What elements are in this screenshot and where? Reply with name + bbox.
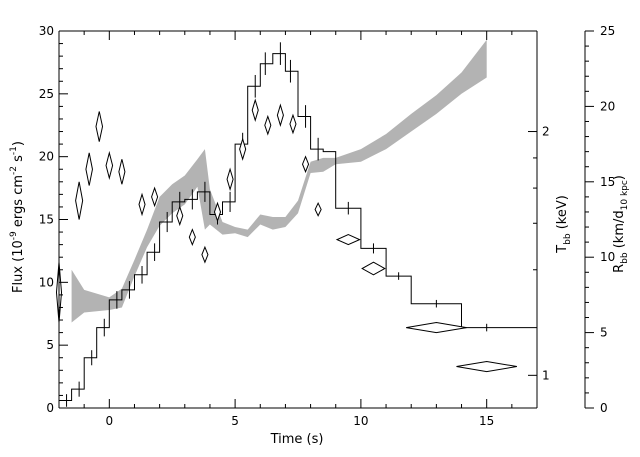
left-y-tick-label: 0 [46,401,54,415]
temperature-point [188,228,196,246]
left-y-tick-label: 5 [46,338,54,352]
x-tick-label: 10 [353,414,368,428]
left-y-tick-label: 15 [39,213,54,227]
flux-histogram-layer [59,42,537,407]
temperature-point [335,234,361,246]
temperature-point [276,103,284,127]
temperature-point [138,192,146,217]
radius-band [71,39,487,323]
right-inner-y-axis-label: Tbb (keV) [555,195,573,254]
temperature-point [95,111,104,142]
left-y-tick-label: 30 [39,24,54,38]
right-inner-tick-label: 2 [542,125,550,139]
temperature-point [176,205,184,227]
right-outer-tick-label: 15 [600,175,615,189]
temperature-point [361,261,386,276]
right-outer-tick-label: 20 [600,99,615,113]
right-inner-tick-label: 1 [542,368,550,382]
left-y-tick-label: 20 [39,150,54,164]
left-y-tick-label: 25 [39,87,54,101]
temperature-point [406,322,467,334]
right-outer-tick-label: 0 [600,401,608,415]
radius-band-layer [71,39,487,323]
temperature-diamond-layer [55,98,517,373]
temperature-point [301,155,310,174]
temperature-point [105,150,114,181]
temperature-point [213,201,222,223]
temperature-point [75,181,84,220]
x-tick-label: 5 [231,414,239,428]
temperature-point [251,98,259,122]
right-outer-tick-label: 5 [600,326,608,340]
x-axis-label: Time (s) [270,432,324,447]
left-y-tick-label: 10 [39,275,54,289]
x-tick-label: 15 [479,414,494,428]
temperature-point [151,186,159,208]
temperature-point [201,245,209,264]
right-outer-y-axis-label: Rbb (km/d10 kpc) [612,175,630,273]
right-outer-tick-label: 25 [600,24,615,38]
flux-histogram-line [59,53,537,401]
temperature-point [289,113,297,135]
temperature-point [239,137,247,161]
temperature-point [226,167,234,192]
left-y-axis-label: Flux (10-9 ergs cm-2 s-1) [9,141,26,293]
temperature-point [85,152,93,186]
temperature-point [118,159,126,185]
right-outer-tick-label: 10 [600,250,615,264]
temperature-point [264,114,272,136]
temperature-point [314,202,322,217]
temperature-point [456,360,517,373]
x-tick-label: 0 [105,414,113,428]
